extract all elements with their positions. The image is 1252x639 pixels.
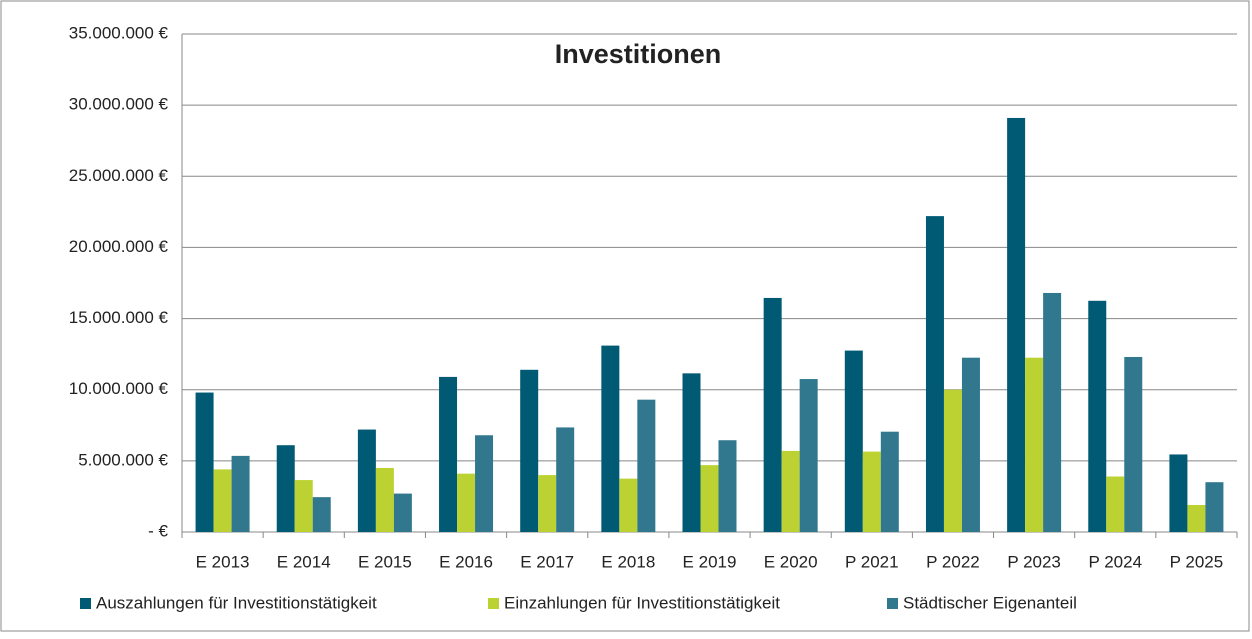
bar [538,475,557,532]
bar [312,497,331,532]
bar [231,455,250,532]
bar [1007,117,1026,532]
x-tick-label: P 2022 [926,552,980,571]
bar [844,350,863,532]
bar [1124,356,1143,532]
bar [637,399,656,532]
bar [457,473,476,532]
bar [1106,476,1125,532]
bar [475,435,494,532]
legend-swatch [488,598,499,609]
x-tick-label: E 2016 [439,552,493,571]
bar [1043,292,1062,532]
bar [682,373,701,532]
bar [393,493,412,532]
legend-label: Auszahlungen für Investitionstätigkeit [96,593,377,612]
y-tick-label: 5.000.000 € [78,450,168,469]
bar [1205,482,1224,532]
x-tick-label: P 2024 [1088,552,1142,571]
bar [619,478,638,532]
bar [781,450,800,532]
y-tick-label: 35.000.000 € [69,23,169,42]
x-tick-label: P 2025 [1170,552,1224,571]
x-tick-label: E 2020 [764,552,818,571]
bar [294,480,313,532]
bar [700,465,719,532]
y-tick-label: 15.000.000 € [69,308,169,327]
bar [195,392,214,532]
bar [601,345,620,532]
x-tick-label: E 2018 [601,552,655,571]
legend-label: Einzahlungen für Investitionstätigkeit [504,593,780,612]
y-tick-label: 30.000.000 € [69,95,169,114]
legend-label: Städtischer Eigenanteil [903,593,1077,612]
bar [943,389,962,532]
y-tick-label: 10.000.000 € [69,379,169,398]
bar [276,445,295,532]
bar [880,431,899,532]
bar [375,467,394,532]
bar [213,469,232,532]
y-tick-label: 25.000.000 € [69,166,169,185]
legend-swatch [80,598,91,609]
x-tick-label: E 2019 [683,552,737,571]
bar [1025,357,1044,532]
bar [1187,504,1206,532]
bar [439,376,458,532]
chart-title: Investitionen [555,39,722,69]
x-tick-label: P 2021 [845,552,899,571]
bar [556,427,575,532]
legend-swatch [887,598,898,609]
bar [1169,454,1188,532]
bar [799,379,818,532]
y-tick-label: - € [148,521,168,540]
y-tick-label: 20.000.000 € [69,237,169,256]
x-tick-label: E 2017 [520,552,574,571]
x-tick-label: E 2013 [196,552,250,571]
bar [961,357,980,532]
bar [1088,300,1107,532]
bar [520,369,539,532]
x-tick-label: E 2015 [358,552,412,571]
bar [357,429,376,532]
bar [718,440,737,532]
bar [763,297,782,532]
bar [862,451,881,532]
x-tick-label: P 2023 [1007,552,1061,571]
x-tick-label: E 2014 [277,552,331,571]
bar [925,216,944,532]
